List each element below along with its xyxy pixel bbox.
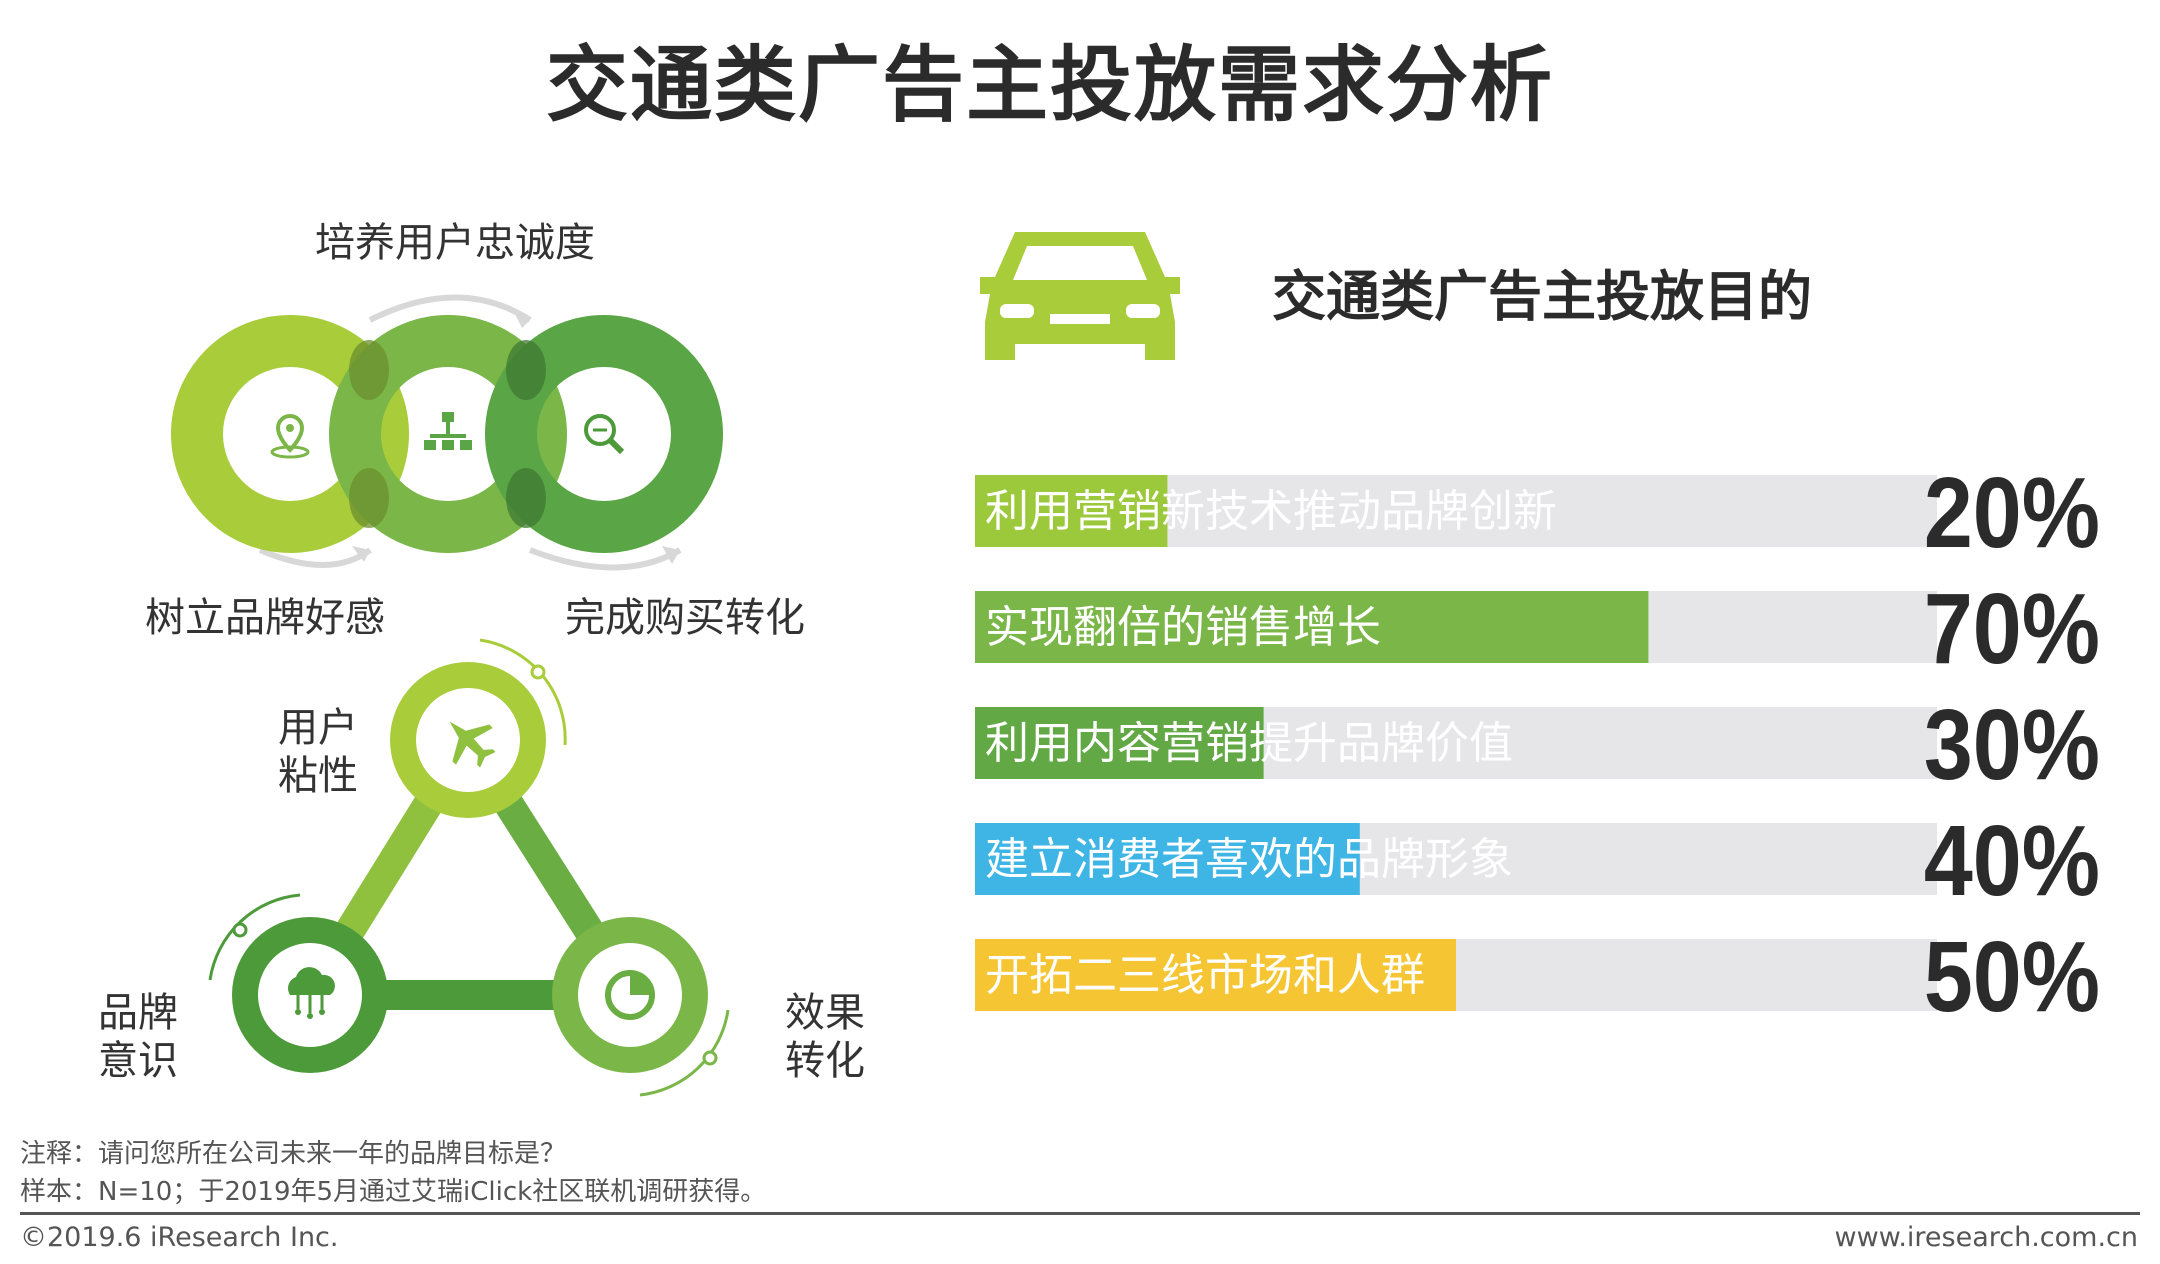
bar-label-4: 开拓二三线市场和人群 (985, 950, 1425, 1001)
arrow-left (258, 547, 372, 568)
location-pin-icon (270, 413, 310, 459)
hierarchy-icon (424, 412, 472, 450)
copyright: ©2019.6 iResearch Inc. (20, 1222, 339, 1253)
arrow-left-head (352, 546, 370, 562)
arrow-top-head (512, 308, 530, 328)
footer-notes: 注释：请问您所在公司未来一年的品牌目标是？ 样本：N=10；于2019年5月通过… (20, 1135, 766, 1211)
arc-left (208, 893, 301, 981)
value-label-3: 40% (1924, 805, 2100, 916)
caption-loyalty: 培养用户忠诚度 (315, 220, 595, 266)
bar-4 (975, 939, 1456, 1011)
pie-chart-icon (605, 970, 655, 1020)
bar-3 (975, 823, 1360, 895)
arrow-right-head (662, 546, 680, 564)
overlap-3 (506, 340, 546, 400)
caption-conversion: 完成购买转化 (565, 595, 805, 641)
bar-label-1: 实现翻倍的销售增长 (985, 602, 1381, 653)
airplane-icon (449, 721, 496, 768)
website-url: www.iresearch.com.cn (1834, 1222, 2138, 1253)
ring-middle (329, 315, 567, 553)
arc-right (639, 1009, 730, 1097)
label-effect-conversion-1: 效果 (785, 990, 865, 1036)
page-title: 交通类广告主投放需求分析 (545, 38, 1554, 133)
label-brand-awareness-2: 意识 (98, 1038, 178, 1084)
value-label-1: 70% (1924, 573, 2100, 684)
caption-brand-favor: 树立品牌好感 (145, 595, 385, 641)
car-icon (975, 222, 1185, 366)
bar-1 (975, 591, 1649, 663)
footer-divider (20, 1212, 2140, 1215)
overlap-4 (506, 468, 546, 528)
ring-left (171, 315, 409, 553)
bar-0 (975, 475, 1168, 547)
magnifier-icon (584, 414, 625, 455)
label-user-stickiness-2: 粘性 (278, 753, 358, 799)
value-label-0: 20% (1924, 457, 2100, 568)
label-brand-awareness-1: 品牌 (98, 990, 178, 1036)
bar-chart: 利用营销新技术推动品牌创新 20% 实现翻倍的销售增长 70% 利用内容营销提升品牌价值… (975, 455, 2105, 1032)
value-label-4: 50% (1924, 921, 2100, 1015)
label-effect-conversion-2: 转化 (785, 1038, 865, 1084)
arrow-top (368, 294, 532, 323)
bar-label-3: 建立消费者喜欢的品牌形象 (985, 834, 1513, 885)
bar-label-0: 利用营销新技术推动品牌创新 (985, 486, 1557, 537)
bar-2 (975, 707, 1264, 779)
value-label-2: 30% (1924, 689, 2100, 800)
overlap-1 (349, 340, 389, 400)
left-figure: 培养用户忠诚度 树立品牌好感 完成购买转化 用户 粘性 品牌 意识 效果 转化 (60, 180, 865, 1120)
overlap-2 (349, 468, 389, 528)
footer-sample: 样本：N=10；于2019年5月通过艾瑞iClick社区联机调研获得。 (20, 1177, 767, 1207)
footer-note: 注释：请问您所在公司未来一年的品牌目标是？ (20, 1139, 567, 1169)
left-figure-graphic (171, 294, 730, 1097)
label-user-stickiness-1: 用户 (278, 705, 358, 751)
chart-title: 交通类广告主投放目的 (1272, 265, 1812, 328)
cloud-network-icon (287, 967, 335, 1019)
bar-chart-svg: 利用营销新技术推动品牌创新 20% 实现翻倍的销售增长 70% 利用内容营销提升品牌价值… (975, 457, 2100, 1032)
arrow-right (528, 547, 682, 571)
ring-right (485, 315, 723, 553)
bar-label-2: 利用内容营销提升品牌价值 (985, 718, 1513, 769)
